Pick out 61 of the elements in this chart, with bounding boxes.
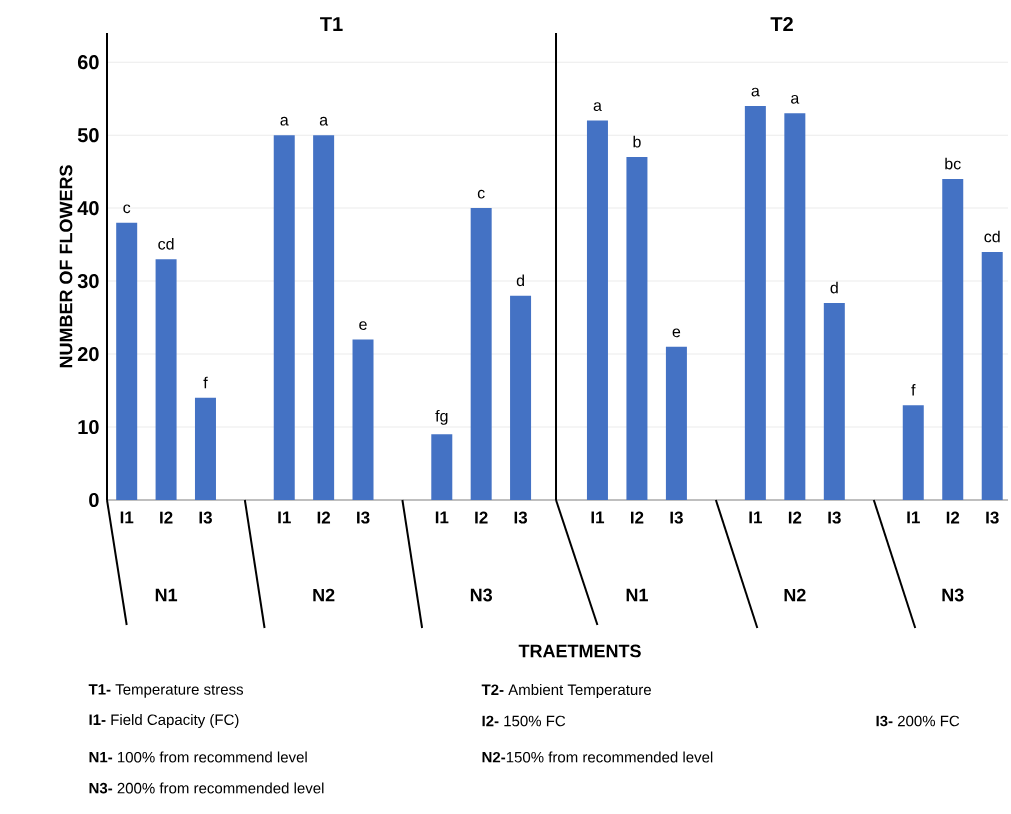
data-label: c	[477, 189, 485, 199]
data-label: b	[633, 135, 641, 148]
y-tick-label: 0	[89, 492, 99, 508]
x-tick-label: I2	[946, 511, 960, 524]
x-tick-label: I3	[199, 511, 212, 524]
text: N1	[626, 588, 648, 602]
x-tick-label: I3	[514, 511, 528, 524]
data-label: d	[830, 281, 838, 294]
y-axis-title: NUMBER OF FLOWERS	[59, 165, 73, 368]
text: T1- Temperature stress	[88, 684, 244, 698]
x-tick-label: I3	[986, 511, 999, 524]
x-tick-label: I1	[120, 511, 134, 524]
chart-title: T1	[320, 17, 343, 31]
data-label: fg	[435, 409, 448, 425]
data-label: f	[203, 376, 208, 389]
x-tick-label: I3	[670, 511, 683, 524]
text: I1- Field Capacity (FC)	[89, 714, 239, 728]
data-label: a	[751, 87, 760, 97]
data-label: cd	[158, 237, 174, 250]
text: T2- Ambient Temperature	[481, 684, 651, 698]
x-axis-title: TRAETMENTS	[518, 644, 641, 658]
data-label: a	[319, 116, 329, 126]
text: N1- 100% from recommend level	[89, 751, 307, 763]
x-tick-label: I3	[357, 511, 370, 524]
text: N2-150% from recommended level	[482, 751, 713, 763]
data-label: c	[123, 204, 131, 214]
data-label: bc	[945, 157, 961, 170]
x-tick-label: I2	[317, 511, 331, 524]
x-tick-label: I2	[475, 511, 488, 524]
data-label: e	[359, 321, 367, 330]
data-label: a	[593, 102, 602, 112]
data-label: a	[791, 94, 800, 104]
text: I3- 200% FC	[876, 715, 960, 727]
x-tick-label: I1	[907, 511, 920, 524]
text: I2- 150% FC	[482, 715, 566, 727]
text: N2	[784, 588, 806, 602]
x-tick-label: I2	[788, 511, 802, 524]
data-label: cd	[984, 230, 1000, 243]
data-label: a	[280, 116, 289, 126]
data-label: e	[672, 328, 681, 338]
x-tick-label: I2	[630, 511, 644, 524]
y-tick-label: 10	[78, 419, 99, 435]
x-tick-label: I2	[160, 511, 173, 524]
text: N3	[942, 588, 964, 602]
x-tick-label: I1	[749, 511, 762, 524]
y-tick-label: 30	[77, 274, 99, 289]
text: N3- 200% from recommended level	[89, 782, 324, 794]
x-tick-label: I1	[278, 511, 291, 524]
text: N1	[155, 588, 178, 602]
text: N2	[313, 588, 335, 602]
x-tick-label: I1	[591, 511, 605, 524]
x-tick-label: I3	[828, 511, 841, 524]
data-label: d	[516, 274, 524, 287]
y-tick-label: 60	[77, 55, 99, 70]
y-tick-label: 40	[77, 201, 99, 216]
y-tick-label: 20	[77, 346, 99, 362]
data-label: f	[911, 384, 916, 396]
y-tick-label: 50	[77, 128, 99, 143]
chart-title: T2	[770, 17, 793, 31]
x-tick-label: I1	[435, 511, 449, 524]
text: N3	[470, 588, 493, 602]
